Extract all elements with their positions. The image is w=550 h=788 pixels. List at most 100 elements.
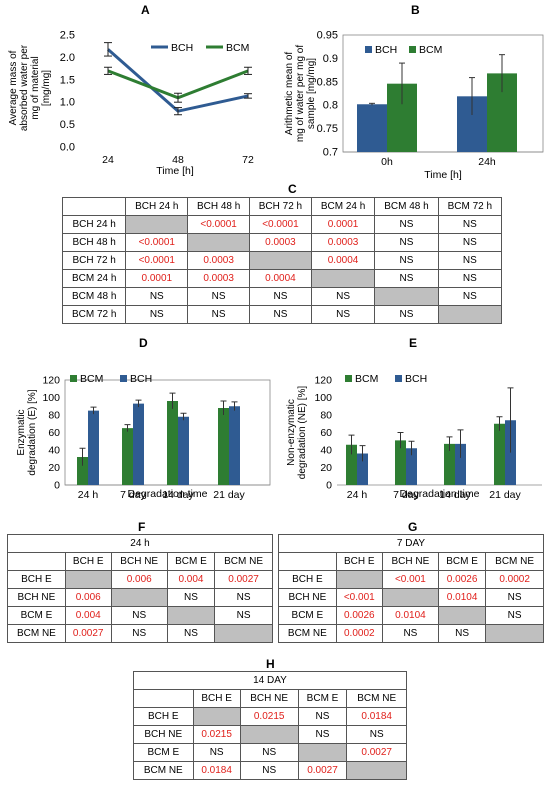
table-row: BCH 72 h <0.0001 0.0003 0.0004 NS NS (61, 251, 503, 270)
y-tick-label: 0 (54, 480, 60, 492)
column-header: BCH NE (110, 552, 168, 571)
table-row: BCH 48 h <0.0001 0.0003 0.0003 NS NS (61, 233, 503, 252)
y-tick-label: 80 (48, 410, 60, 422)
bar-bcm (77, 457, 88, 485)
bar-bch (178, 416, 189, 485)
p-value-cell: <0.001 (335, 588, 383, 607)
y-axis-label-line: Arithmetic mean of (284, 52, 295, 136)
table-caption: 14 DAY (133, 671, 407, 690)
y-tick-label: 60 (48, 427, 60, 439)
p-value-cell: 0.0004 (249, 269, 312, 288)
p-value-cell: <0.0001 (125, 251, 189, 270)
row-header: BCH 48 h (61, 233, 127, 252)
p-value-cell: 0.0001 (310, 215, 376, 234)
y-tick-label: 0 (326, 480, 332, 492)
y-tick-label: 1.0 (60, 97, 75, 109)
column-header (278, 552, 337, 571)
table-row: BCH NE 0.0215 NS NS (133, 725, 407, 744)
row-header: BCH E (133, 707, 194, 726)
p-value-cell: NS (374, 305, 439, 324)
table-row: BCH E 0.0215 NS 0.0184 (133, 707, 407, 726)
bar-bcm (167, 401, 178, 485)
x-tick-label: 21 day (489, 489, 521, 501)
p-value-cell: NS (239, 743, 299, 762)
p-value-cell: 0.0027 (214, 570, 273, 589)
column-header: BCM NE (346, 689, 407, 708)
bar-bch (455, 443, 466, 485)
p-value-cell: NS (437, 215, 503, 234)
panel-label-b: B (411, 3, 420, 17)
diagonal-cell (374, 287, 439, 306)
panel-label-h: H (266, 657, 275, 671)
x-tick-label: 48 (172, 154, 184, 166)
p-value-cell: NS (110, 624, 168, 643)
column-header: BCM E (437, 552, 487, 571)
column-header: BCH 24 h (125, 197, 189, 216)
p-value-cell: NS (166, 624, 216, 643)
chart-b: 0.7 0.75 0.8 0.85 0.9 0.95 0h 24h Time [h] BCH BCM… (284, 30, 544, 181)
y-axis-label-line: degradation (E) [%] (27, 389, 38, 475)
y-tick-label: 2.0 (60, 52, 75, 64)
table-row: BCH 24 h <0.0001 <0.0001 0.0001 NS NS (61, 215, 503, 234)
panel-label-a: A (141, 3, 150, 17)
x-tick-label: 14 day (162, 489, 194, 501)
p-value-cell: <0.001 (381, 570, 439, 589)
p-value-cell: 0.0027 (346, 743, 407, 762)
table-row: BCM 48 h NS NS NS NS NS (61, 287, 503, 306)
p-value-cell: NS (485, 588, 544, 607)
y-axis-label-line: sample [mg/mg] (306, 58, 317, 129)
row-header: BCM NE (278, 624, 337, 643)
p-value-cell: NS (437, 251, 503, 270)
diagonal-cell (335, 570, 383, 589)
diagonal-cell (437, 305, 503, 324)
diagonal-cell (310, 269, 376, 288)
y-tick-label: 100 (42, 392, 60, 404)
row-header: BCM 24 h (61, 269, 127, 288)
p-value-cell: NS (374, 233, 439, 252)
y-tick-label: 20 (320, 462, 332, 474)
diagonal-cell (110, 588, 168, 607)
p-value-cell: 0.0002 (335, 624, 383, 643)
chart-d: 0 20 40 60 80 100 120 24 h 7 day 14 day 21 day Degr… (16, 373, 271, 501)
p-value-cell: 0.0003 (187, 269, 251, 288)
column-header: BCH E (335, 552, 383, 571)
y-tick-label: 0.75 (317, 123, 338, 135)
column-header: BCM NE (485, 552, 544, 571)
x-tick-label: 24h (478, 156, 496, 168)
legend-swatch (120, 375, 127, 382)
table-caption-row: 14 DAY (133, 671, 407, 690)
p-value-cell: NS (437, 287, 503, 306)
row-header: BCM 72 h (61, 305, 127, 324)
diagonal-cell (125, 215, 189, 234)
p-value-cell: 0.0003 (249, 233, 312, 252)
table-caption-row: 7 DAY (278, 534, 544, 553)
p-value-cell: NS (437, 624, 487, 643)
row-header: BCH E (278, 570, 337, 589)
p-value-cell: <0.0001 (249, 215, 312, 234)
y-axis-label-line: mg of water per mg of (295, 45, 306, 142)
bar-bcm (346, 444, 357, 485)
legend-label: BCH (130, 373, 152, 385)
row-header: BCH 24 h (61, 215, 127, 234)
p-value-cell: NS (374, 251, 439, 270)
x-tick-label: 24 (102, 154, 114, 166)
table-c: BCH 24 h BCH 48 h BCH 72 h BCM 24 h BCM 48 h… (61, 197, 503, 324)
table-header-row: BCH E BCH NE BCM E BCM NE (7, 552, 273, 571)
table-row: BCM NE 0.0027 NS NS (7, 624, 273, 643)
diagonal-cell (249, 251, 312, 270)
p-value-cell: 0.0027 (297, 761, 348, 780)
legend-swatch (395, 375, 402, 382)
y-tick-label: 0.5 (60, 119, 75, 131)
y-axis-label-line: Enzymatic (16, 409, 27, 455)
table-caption: 7 DAY (278, 534, 544, 553)
row-header: BCM E (133, 743, 194, 762)
diagonal-cell (297, 743, 348, 762)
diagonal-cell (166, 606, 216, 625)
legend-swatch (365, 46, 372, 53)
diagonal-cell (381, 588, 439, 607)
table-row: BCM 72 h NS NS NS NS NS (61, 305, 503, 324)
chart-a: 0.0 0.5 1.0 1.5 2.0 2.5 24 48 72 Time [h] BCH BCM Av… (8, 30, 254, 178)
legend-label: BCM (355, 373, 378, 385)
p-value-cell: 0.0026 (335, 606, 383, 625)
panel-label-e: E (409, 336, 418, 350)
